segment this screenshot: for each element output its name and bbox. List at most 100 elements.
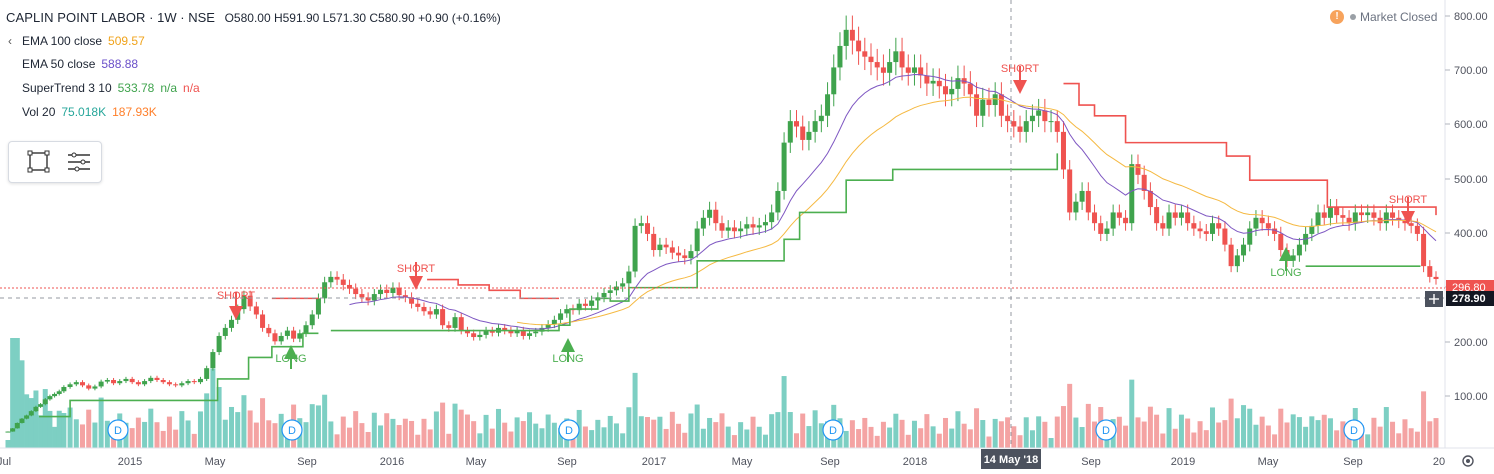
volume-bars — [5, 338, 1439, 448]
volume-bar — [477, 433, 483, 448]
candle-body — [1241, 244, 1247, 256]
candle-body — [148, 377, 154, 382]
volume-bar — [644, 417, 650, 448]
y-tick-label: 200.00 — [1454, 337, 1488, 349]
x-tick-label: May — [732, 456, 753, 468]
volume-bar — [856, 429, 862, 448]
candle-body — [402, 295, 408, 298]
candle-body — [551, 319, 557, 325]
candle-body — [1371, 212, 1377, 218]
candle-body — [564, 309, 570, 314]
candle-body — [334, 276, 340, 280]
candle-body — [874, 62, 880, 68]
volume-bar — [744, 429, 750, 448]
volume-bar — [589, 430, 595, 448]
candle-body — [992, 94, 998, 106]
candle-body — [707, 209, 713, 218]
interval-label[interactable]: 1W — [157, 10, 177, 25]
candle-body — [477, 334, 483, 338]
candle-body — [371, 294, 377, 301]
volume-bar — [241, 395, 247, 448]
separator-2: · — [180, 10, 185, 25]
y-tick-label: 400.00 — [1454, 228, 1488, 240]
supertrend-up-line — [39, 332, 319, 418]
dividend-marker-icon[interactable]: D — [1095, 419, 1117, 441]
dividend-circle — [1343, 419, 1365, 441]
candle-body — [284, 330, 290, 336]
candle-body — [1073, 201, 1079, 213]
candle-body — [61, 386, 67, 392]
volume-bar — [787, 412, 793, 448]
candle-body — [725, 227, 731, 231]
warning-icon[interactable]: ! — [1330, 10, 1344, 24]
dividend-marker-icon[interactable]: D — [822, 419, 844, 441]
dividend-circle — [822, 419, 844, 441]
candle-body — [762, 222, 768, 226]
candle-body — [1079, 190, 1085, 202]
ema100-line — [517, 96, 1437, 326]
candle-body — [1135, 164, 1141, 175]
volume-bar — [1303, 426, 1309, 448]
candle-body — [1197, 228, 1203, 232]
volume-bar — [887, 427, 893, 448]
market-status[interactable]: ! Market Closed — [1330, 10, 1437, 24]
volume-bar — [1321, 414, 1327, 448]
volume-bar — [806, 426, 812, 448]
volume-bar — [148, 408, 154, 448]
volume-bar — [949, 428, 955, 448]
dividend-marker-icon[interactable]: D — [281, 419, 303, 441]
add-alert-plus-icon[interactable] — [1425, 291, 1443, 307]
volume-bar — [1315, 420, 1321, 448]
candle-body — [700, 217, 706, 229]
candle-body — [663, 244, 669, 248]
x-tick-label: 20 — [1433, 456, 1445, 468]
ohlc-values: O580.00 H591.90 L571.30 C580.90 +0.90 (+… — [224, 11, 501, 25]
volume-bar — [1067, 383, 1073, 448]
candle-body — [86, 385, 92, 389]
candle-body — [657, 244, 663, 251]
dividend-marker-icon[interactable]: D — [107, 419, 129, 441]
candle-body — [1017, 126, 1023, 132]
indicator-row[interactable]: ‹ EMA 100 close 509.57 — [8, 34, 151, 48]
candle-body — [266, 327, 272, 334]
volume-bar — [1073, 417, 1079, 448]
rectangle-tool-icon[interactable] — [25, 148, 53, 176]
candle-body — [1178, 212, 1184, 218]
indicator-name: EMA 50 close — [22, 57, 96, 71]
dividend-marker-icon[interactable]: D — [1343, 419, 1365, 441]
volume-bar — [520, 421, 526, 448]
x-tick-label: 2018 — [903, 456, 927, 468]
candle-body — [1036, 110, 1042, 116]
symbol-title[interactable]: CAPLIN POINT LABOR — [6, 10, 146, 25]
candle-body — [713, 209, 719, 224]
collapse-chevron-icon[interactable]: ‹ — [8, 34, 12, 48]
dividend-marker-icon[interactable]: D — [558, 419, 580, 441]
chart-header: CAPLIN POINT LABOR · 1W · NSE O580.00 H5… — [6, 10, 501, 25]
signal-label: LONG — [275, 353, 306, 365]
candle-body — [1352, 212, 1358, 224]
volume-bar — [14, 338, 20, 448]
dividend-circle — [107, 419, 129, 441]
gear-icon[interactable] — [1462, 455, 1474, 467]
candle-body — [1402, 220, 1408, 224]
volume-bar — [38, 415, 44, 448]
indicator-row[interactable]: Vol 20 75.018K 187.93K — [8, 105, 163, 119]
candle-body — [33, 406, 39, 412]
indicator-row[interactable]: EMA 50 close 588.88 — [8, 57, 144, 71]
volume-bar — [396, 425, 402, 448]
candle-body — [272, 333, 278, 342]
indicator-row[interactable]: SuperTrend 3 10 533.78 n/a n/a — [8, 81, 206, 95]
volume-bar — [1296, 417, 1302, 448]
candle-body — [644, 223, 650, 234]
x-tick-label: May — [1258, 456, 1279, 468]
volume-bar — [185, 420, 191, 448]
volume-bar — [278, 413, 284, 448]
volume-bar — [216, 387, 222, 448]
candle-body — [887, 62, 893, 73]
settings-lines-icon[interactable] — [65, 148, 93, 176]
volume-bar — [868, 426, 874, 448]
volume-bar — [880, 421, 886, 448]
volume-bar — [303, 422, 309, 448]
volume-bar — [1222, 420, 1228, 448]
